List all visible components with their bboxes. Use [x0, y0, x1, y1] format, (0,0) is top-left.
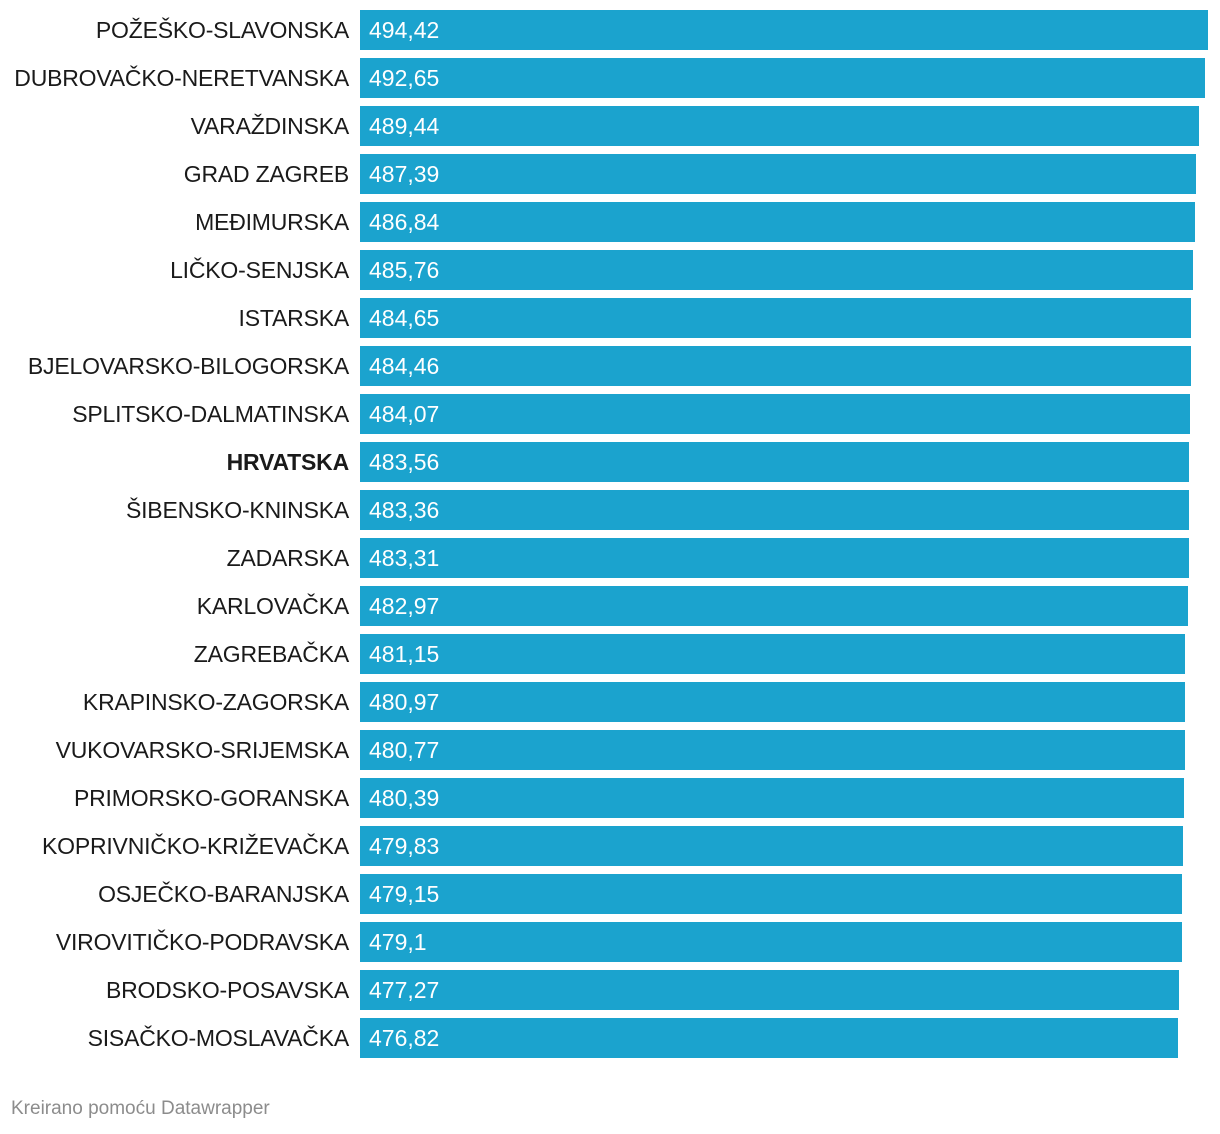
bar-value-label: 481,15 — [369, 641, 440, 667]
category-label: VIROVITIČKO-PODRAVSKA — [55, 929, 349, 955]
category-label: KOPRIVNIČKO-KRIŽEVAČKA — [41, 833, 349, 859]
category-label: ŠIBENSKO-KNINSKA — [125, 497, 349, 523]
bar-row: GRAD ZAGREB 487,39 — [0, 154, 1220, 194]
category-label: SPLITSKO-DALMATINSKA — [72, 401, 349, 427]
bar-value-label: 479,1 — [369, 929, 427, 955]
bar — [360, 538, 1189, 578]
bar-value-label: 492,65 — [369, 65, 440, 91]
category-label: MEĐIMURSKA — [195, 209, 349, 235]
bar — [360, 442, 1189, 482]
category-label: OSJEČKO-BARANJSKA — [98, 881, 349, 907]
bar-row: LIČKO-SENJSKA 485,76 — [0, 250, 1220, 290]
bar — [360, 202, 1195, 242]
bar — [360, 394, 1190, 434]
bar — [360, 874, 1182, 914]
bar-value-label: 494,42 — [369, 17, 440, 43]
bar-row: MEĐIMURSKA 486,84 — [0, 202, 1220, 242]
category-label: BJELOVARSKO-BILOGORSKA — [27, 353, 349, 379]
bar — [360, 922, 1182, 962]
bar-row: VUKOVARSKO-SRIJEMSKA 480,77 — [0, 730, 1220, 770]
bar-value-label: 485,76 — [369, 257, 440, 283]
bar-value-label: 483,56 — [369, 449, 440, 475]
category-label: HRVATSKA — [226, 449, 350, 475]
category-label: DUBROVAČKO-NERETVANSKA — [14, 65, 349, 91]
category-label: KRAPINSKO-ZAGORSKA — [82, 689, 349, 715]
bar-row: ZADARSKA 483,31 — [0, 538, 1220, 578]
bar — [360, 682, 1185, 722]
bar — [360, 58, 1205, 98]
bar-row: ZAGREBAČKA 481,15 — [0, 634, 1220, 674]
category-label: ZADARSKA — [226, 545, 350, 571]
bar-row: POŽEŠKO-SLAVONSKA 494,42 — [0, 10, 1220, 50]
bar-value-label: 476,82 — [369, 1025, 440, 1051]
bar-value-label: 479,83 — [369, 833, 440, 859]
bar-row: OSJEČKO-BARANJSKA 479,15 — [0, 874, 1220, 914]
bar-row: KARLOVAČKA 482,97 — [0, 586, 1220, 626]
bar-value-label: 480,97 — [369, 689, 440, 715]
bar-value-label: 486,84 — [369, 209, 440, 235]
bar-row: VARAŽDINSKA 489,44 — [0, 106, 1220, 146]
category-label: BRODSKO-POSAVSKA — [105, 977, 349, 1003]
bar — [360, 154, 1196, 194]
bar-row: DUBROVAČKO-NERETVANSKA 492,65 — [0, 58, 1220, 98]
bar-value-label: 482,97 — [369, 593, 440, 619]
bar — [360, 778, 1184, 818]
bar-row: KRAPINSKO-ZAGORSKA 480,97 — [0, 682, 1220, 722]
bar-value-label: 483,31 — [369, 545, 440, 571]
bar — [360, 106, 1199, 146]
bar-row: VIROVITIČKO-PODRAVSKA 479,1 — [0, 922, 1220, 962]
bar-row: ISTARSKA 484,65 — [0, 298, 1220, 338]
bar-row: HRVATSKA 483,56 — [0, 442, 1220, 482]
bar-value-label: 487,39 — [369, 161, 440, 187]
bar — [360, 346, 1191, 386]
category-label: VARAŽDINSKA — [190, 113, 350, 139]
bar — [360, 10, 1208, 50]
bar-value-label: 480,77 — [369, 737, 440, 763]
bar — [360, 634, 1185, 674]
bar-row: SISAČKO-MOSLAVAČKA 476,82 — [0, 1018, 1220, 1058]
bar-row: KOPRIVNIČKO-KRIŽEVAČKA 479,83 — [0, 826, 1220, 866]
category-label: PRIMORSKO-GORANSKA — [74, 785, 349, 811]
bar-row: BRODSKO-POSAVSKA 477,27 — [0, 970, 1220, 1010]
category-label: POŽEŠKO-SLAVONSKA — [95, 17, 349, 43]
bar-row: PRIMORSKO-GORANSKA 480,39 — [0, 778, 1220, 818]
bar-value-label: 479,15 — [369, 881, 440, 907]
bar — [360, 826, 1183, 866]
bar — [360, 586, 1188, 626]
bar-row: BJELOVARSKO-BILOGORSKA 484,46 — [0, 346, 1220, 386]
category-label: ZAGREBAČKA — [193, 641, 349, 667]
bar — [360, 730, 1185, 770]
bar-value-label: 484,46 — [369, 353, 440, 379]
bar-value-label: 477,27 — [369, 977, 440, 1003]
category-label: GRAD ZAGREB — [183, 161, 349, 187]
bar — [360, 490, 1189, 530]
bar-value-label: 484,07 — [369, 401, 440, 427]
bar-row: SPLITSKO-DALMATINSKA 484,07 — [0, 394, 1220, 434]
bar-row: ŠIBENSKO-KNINSKA 483,36 — [0, 490, 1220, 530]
bar-value-label: 489,44 — [369, 113, 440, 139]
bar-chart: POŽEŠKO-SLAVONSKA 494,42 DUBROVAČKO-NERETV… — [0, 10, 1220, 1058]
footer-credit: Kreirano pomoću Datawrapper — [11, 1098, 270, 1119]
category-label: SISAČKO-MOSLAVAČKA — [87, 1025, 350, 1051]
bar-value-label: 483,36 — [369, 497, 440, 523]
category-label: ISTARSKA — [238, 305, 350, 331]
category-label: KARLOVAČKA — [196, 593, 349, 619]
category-label: LIČKO-SENJSKA — [170, 257, 349, 283]
bar — [360, 298, 1191, 338]
bar — [360, 970, 1179, 1010]
bar — [360, 250, 1193, 290]
category-label: VUKOVARSKO-SRIJEMSKA — [55, 737, 350, 763]
bar-value-label: 480,39 — [369, 785, 440, 811]
bar-value-label: 484,65 — [369, 305, 440, 331]
bar — [360, 1018, 1178, 1058]
